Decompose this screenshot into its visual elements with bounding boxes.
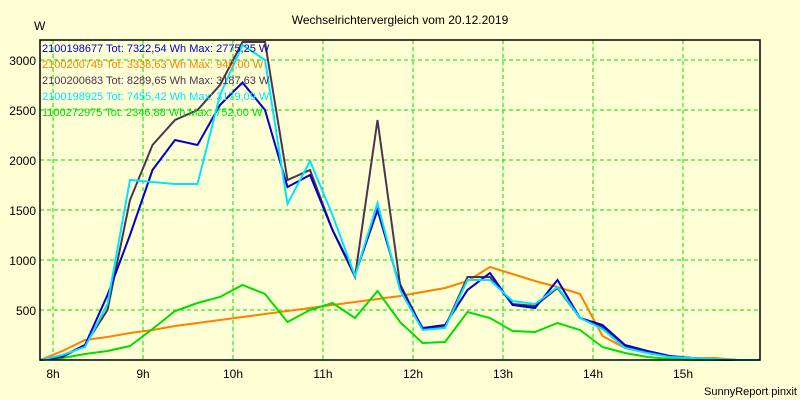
footer-credit: SunnyReport pinxit [704,386,797,398]
chart-title: Wechselrichtervergleich vom 20.12.2019 [292,13,509,27]
series-line-0 [39,81,760,361]
y-axis-label: W [34,19,46,33]
legend-entry: 2100198677 Tot: 7322,54 Wh Max: 2775,25 … [42,43,270,55]
x-tick-label: 10h [223,367,243,381]
series-lines [39,41,760,361]
y-tick-label: 500 [16,304,36,318]
y-tick-label: 2500 [9,104,36,118]
series-line-2 [39,41,760,361]
series-line-3 [39,43,760,361]
y-tick-label: 1000 [9,254,36,268]
x-tick-label: 12h [403,367,423,381]
y-tick-label: 2000 [9,154,36,168]
x-tick-label: 8h [46,367,59,381]
plot-frame [39,39,761,361]
y-tick-label: 1500 [9,204,36,218]
x-tick-label: 13h [493,367,513,381]
x-tick-label: 14h [583,367,603,381]
legend-entry: 2100200749 Tot: 3338,63 Wh Max: 940,00 W [42,59,264,71]
grid [40,40,760,360]
axis-ticks: 500 1000 1500 2000 2500 3000 8h 9h 10h 11h 12h 13h 1… [9,54,693,381]
legend: 2100198677 Tot: 7322,54 Wh Max: 2775,25 … [42,43,270,119]
legend-entry: 2100200683 Tot: 8289,65 Wh Max: 3187,63 … [42,75,270,87]
x-tick-label: 9h [136,367,149,381]
x-tick-label: 15h [673,367,693,381]
legend-entry: 1100272975 Tot: 2346,88 Wh Max: 752,00 W [42,107,263,119]
series-line-4 [39,283,760,361]
y-tick-label: 3000 [9,54,36,68]
legend-entry: 2100198925 Tot: 7455,42 Wh Max: 3179,09 … [42,91,270,103]
x-tick-label: 11h [313,367,332,381]
